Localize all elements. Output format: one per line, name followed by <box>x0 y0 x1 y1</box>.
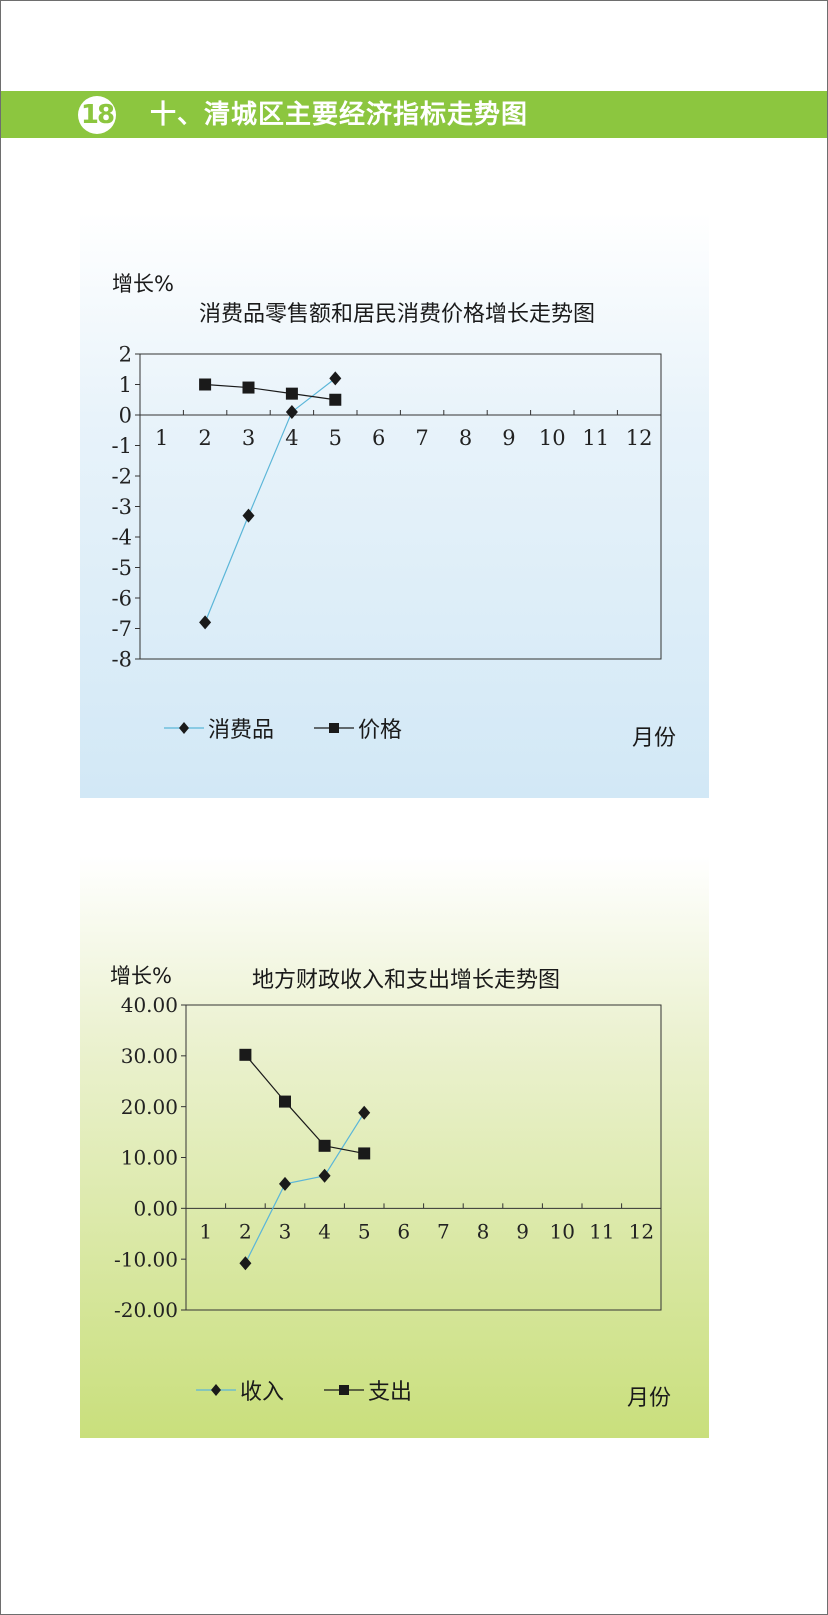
x-tick-label: 11 <box>589 1219 614 1243</box>
x-tick-label: 11 <box>582 426 609 450</box>
chart1-legend-label-2: 价格 <box>358 718 403 743</box>
header-bar <box>1 91 827 138</box>
chart1-title: 消费品零售额和居民消费价格增长走势图 <box>199 302 596 327</box>
data-point-square <box>285 387 298 400</box>
x-tick-label: 9 <box>516 1219 529 1243</box>
data-point-diamond <box>318 1168 331 1183</box>
data-point-square <box>329 393 342 406</box>
data-point-diamond <box>279 1176 291 1191</box>
chart2-title: 地方财政收入和支出增长走势图 <box>252 968 561 993</box>
x-tick-label: 3 <box>242 426 255 450</box>
data-point-square <box>242 381 255 394</box>
chart2-legend-series-2: 支出 <box>324 1374 412 1406</box>
chart2-xlabel: 月份 <box>627 1386 672 1411</box>
x-tick-label: 10 <box>539 426 566 450</box>
data-point-square <box>279 1095 291 1108</box>
diamond-marker-icon <box>164 722 204 734</box>
chart1-ylabel: 增长% <box>112 272 174 296</box>
x-tick-label: 6 <box>397 1219 410 1243</box>
y-tick-label: -2 <box>112 465 132 489</box>
y-tick-label: -5 <box>112 556 132 580</box>
x-tick-label: 6 <box>372 426 385 450</box>
series-line-2 <box>244 1054 365 1155</box>
data-point-diamond <box>242 508 255 523</box>
chart2-legend: 收入 支出 <box>196 1374 452 1406</box>
y-tick-label: 10.00 <box>121 1146 178 1170</box>
y-tick-label: 20.00 <box>121 1095 178 1119</box>
y-tick-label: -10.00 <box>114 1247 178 1271</box>
page-title: 十、清城区主要经济指标走势图 <box>150 100 529 130</box>
chart2-legend-label-1: 收入 <box>240 1380 285 1405</box>
x-tick-label: 5 <box>329 426 342 450</box>
data-point-square <box>358 1147 371 1160</box>
data-point-diamond <box>329 371 342 386</box>
x-tick-label: 12 <box>626 426 653 450</box>
x-tick-label: 8 <box>459 426 472 450</box>
plot-area <box>139 353 662 660</box>
chart1-legend-series-1: 消费品 <box>164 712 274 744</box>
data-point-square <box>199 378 212 391</box>
series-line-2 <box>205 383 336 401</box>
chart2-legend-label-2: 支出 <box>368 1380 413 1405</box>
data-point-diamond <box>285 404 298 419</box>
chart1-plot: 210-1-2-3-4-5-6-7-81 2 3 4 5 6 7 8 9 10 11 12 <box>112 343 662 672</box>
x-tick-label: 3 <box>279 1219 292 1243</box>
chart1-xlabel: 月份 <box>632 726 677 751</box>
diamond-marker-icon <box>196 1384 236 1396</box>
chart1-legend-label-1: 消费品 <box>208 718 275 743</box>
square-marker-icon <box>324 1385 365 1395</box>
y-tick-label: 40.00 <box>121 993 178 1017</box>
data-point-diamond <box>239 1256 252 1271</box>
x-tick-label: 8 <box>477 1219 490 1243</box>
series-line-1 <box>204 377 336 623</box>
y-tick-label: -7 <box>112 617 132 641</box>
x-tick-label: 4 <box>318 1219 331 1243</box>
chart2-ylabel: 增长% <box>110 964 172 988</box>
y-tick-label: 2 <box>119 343 132 367</box>
data-point-square <box>239 1048 252 1061</box>
x-tick-label: 7 <box>415 426 428 450</box>
x-tick-label: 1 <box>199 1219 212 1243</box>
x-tick-label: 7 <box>437 1219 450 1243</box>
x-tick-label: 9 <box>502 426 515 450</box>
series-line-1 <box>244 1112 365 1264</box>
chart-panel-finance: 增长% 地方财政收入和支出增长走势图 40.00 30.00 20.00 10.00 0… <box>80 856 709 1438</box>
y-tick-label: 0.00 <box>133 1197 178 1221</box>
chart-panel-consumption: 增长% 消费品零售额和居民消费价格增长走势图 2 1 0 -1 -2 -3 -4 -5 -6 -7… <box>80 212 709 798</box>
data-point-square <box>318 1139 331 1152</box>
x-tick-label: 4 <box>285 426 298 450</box>
x-tick-label: 10 <box>549 1219 574 1243</box>
x-tick-label: 5 <box>358 1219 371 1243</box>
chart1-legend-series-2: 价格 <box>314 712 402 744</box>
y-tick-label: -4 <box>112 526 132 550</box>
square-marker-icon <box>314 723 355 733</box>
plot-area <box>185 1004 662 1311</box>
y-tick-label: 30.00 <box>121 1044 178 1068</box>
y-tick-label: -1 <box>112 434 132 458</box>
data-point-diamond <box>199 615 212 630</box>
x-tick-label: 12 <box>629 1219 654 1243</box>
x-tick-label: 2 <box>198 426 211 450</box>
data-point-diamond <box>358 1105 371 1120</box>
y-tick-label: 0 <box>119 404 132 428</box>
y-tick-label: -20.00 <box>114 1298 178 1322</box>
section-number-badge: 18 <box>78 96 116 134</box>
x-tick-label: 1 <box>155 426 168 450</box>
y-tick-label: -3 <box>112 495 132 519</box>
chart1-legend: 消费品 价格 <box>164 712 442 744</box>
y-tick-label: 1 <box>119 373 132 397</box>
x-tick-label: 2 <box>239 1219 252 1243</box>
chart2-legend-series-1: 收入 <box>196 1374 284 1406</box>
y-tick-label: -8 <box>112 648 132 672</box>
y-tick-label: -6 <box>112 587 132 611</box>
